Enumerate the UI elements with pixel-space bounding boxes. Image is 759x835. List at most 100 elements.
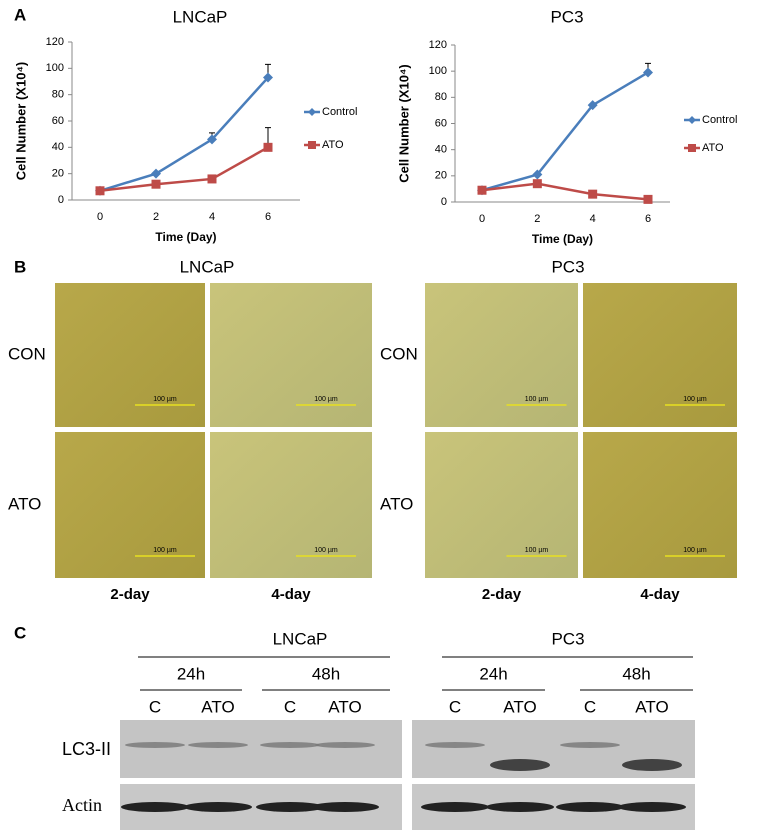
legend-marker [688, 116, 696, 124]
band [556, 802, 624, 812]
y-tick-label: 60 [435, 117, 447, 129]
y-tick-label: 100 [429, 65, 447, 77]
y-tick-label: 0 [58, 194, 64, 206]
chart-title: LNCaP [173, 7, 228, 26]
x-tick-label: 4 [209, 211, 215, 223]
panel-label: A [14, 5, 26, 24]
x-tick-label: 2 [534, 213, 540, 225]
y-tick-label: 0 [441, 196, 447, 208]
band [188, 742, 248, 748]
series-line [481, 182, 649, 201]
protein-label: Actin [62, 795, 102, 815]
x-tick-label: 6 [265, 211, 271, 223]
micrograph [210, 432, 372, 578]
column-label: 2-day [110, 586, 150, 603]
y-tick-label: 80 [52, 89, 64, 101]
time-label: 24h [177, 664, 205, 683]
band [560, 742, 620, 748]
x-tick-label: 6 [645, 213, 651, 225]
time-label: 24h [479, 664, 507, 683]
time-label: 48h [312, 664, 340, 683]
scale-bar-label: 100 µm [153, 396, 177, 403]
x-tick-label: 4 [590, 213, 596, 225]
y-tick-label: 60 [52, 115, 64, 127]
lane-label: C [584, 697, 596, 716]
point [207, 134, 217, 145]
micrograph [425, 283, 578, 427]
legend-label: Control [702, 114, 737, 126]
series-line [99, 76, 269, 192]
point [643, 194, 653, 204]
blot [120, 720, 402, 778]
y-tick-label: 100 [46, 62, 64, 74]
band [260, 742, 320, 748]
lane-label: ATO [201, 697, 234, 716]
point [263, 72, 273, 83]
x-tick-label: 2 [153, 211, 159, 223]
point [207, 174, 217, 184]
chart-title: PC3 [550, 7, 583, 26]
group-title: LNCaP [273, 629, 328, 648]
y-tick-label: 20 [435, 170, 447, 182]
lane-label: C [449, 697, 461, 716]
y-tick-label: 20 [52, 168, 64, 180]
y-tick-label: 40 [52, 141, 64, 153]
micrograph [55, 432, 205, 578]
point [587, 100, 598, 111]
y-tick-label: 80 [435, 91, 447, 103]
row-label: ATO [380, 494, 413, 513]
legend-label: ATO [322, 139, 344, 151]
scale-bar-label: 100 µm [314, 547, 338, 554]
legend-marker [308, 108, 316, 116]
row-label: ATO [8, 494, 41, 513]
y-tick-label: 120 [429, 39, 447, 51]
point [588, 189, 598, 199]
micrograph [210, 283, 372, 427]
group-title: PC3 [551, 629, 584, 648]
column-label: 4-day [640, 586, 680, 603]
group-title: PC3 [551, 257, 584, 276]
legend-label: Control [322, 106, 357, 118]
point [532, 169, 543, 180]
band [125, 742, 185, 748]
panel-label: B [14, 257, 26, 276]
lane-label: C [284, 697, 296, 716]
point [643, 67, 653, 78]
band [425, 742, 485, 748]
lane-label: ATO [503, 697, 536, 716]
x-tick-label: 0 [479, 213, 485, 225]
band [184, 802, 252, 812]
legend-marker [688, 144, 696, 152]
scale-bar-label: 100 µm [314, 396, 338, 403]
legend-marker [308, 141, 316, 149]
lane-label: C [149, 697, 161, 716]
scale-bar-label: 100 µm [525, 396, 549, 403]
band [490, 759, 550, 771]
band [311, 802, 379, 812]
micrograph [583, 432, 737, 578]
x-tick-label: 0 [97, 211, 103, 223]
lane-label: ATO [635, 697, 668, 716]
panel-label: C [14, 623, 26, 642]
lane-label: ATO [328, 697, 361, 716]
time-label: 48h [622, 664, 650, 683]
y-tick-label: 40 [435, 144, 447, 156]
column-label: 2-day [482, 586, 522, 603]
micrograph [583, 283, 737, 427]
y-axis-label: Cell Number (X10⁴) [396, 64, 411, 182]
band [486, 802, 554, 812]
column-label: 4-day [271, 586, 311, 603]
scale-bar-label: 100 µm [525, 547, 549, 554]
x-axis-label: Time (Day) [532, 232, 593, 246]
point [532, 179, 542, 189]
band [622, 759, 682, 771]
micrograph [55, 283, 205, 427]
point [95, 186, 105, 196]
row-label: CON [8, 344, 46, 363]
scale-bar-label: 100 µm [683, 396, 707, 403]
band [315, 742, 375, 748]
scale-bar-label: 100 µm [683, 547, 707, 554]
protein-label: LC3-II [62, 739, 111, 759]
scale-bar-label: 100 µm [153, 547, 177, 554]
